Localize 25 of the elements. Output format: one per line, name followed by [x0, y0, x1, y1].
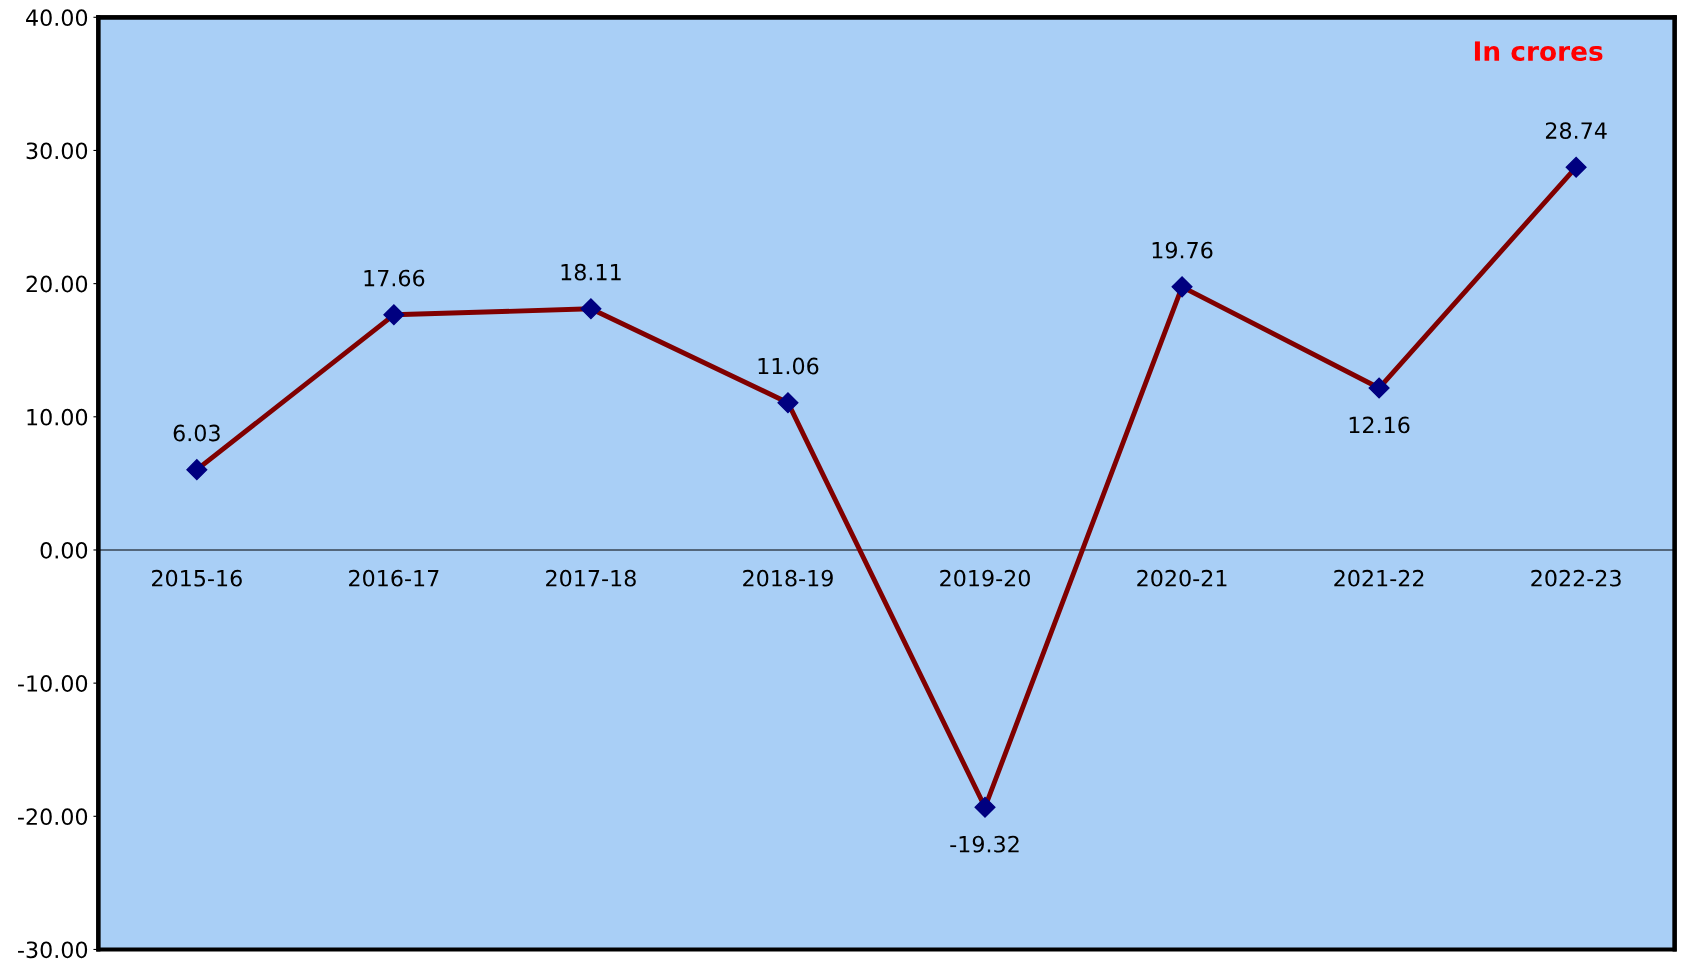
x-tick-label: 2022-23 [1531, 569, 1621, 587]
data-label: -19.32 [950, 835, 1019, 853]
data-label: 19.76 [1152, 241, 1213, 259]
y-tick-label: -30.00 [18, 941, 88, 959]
y-tick-label: 10.00 [27, 408, 88, 426]
y-tick-label: 30.00 [26, 142, 88, 160]
data-label: 28.74 [1545, 122, 1607, 139]
x-tick-label: 2015-16 [152, 569, 242, 587]
y-tick-label: 40.00 [26, 9, 88, 27]
y-tick-label: 0.00 [40, 541, 88, 559]
y-tick-label: 20.00 [26, 275, 88, 293]
x-tick-label: 2017-18 [546, 569, 636, 587]
data-label: 18.11 [561, 263, 621, 281]
annotation: In crores [1474, 41, 1603, 62]
data-label: 12.16 [1349, 416, 1410, 434]
y-tick-label: -10.00 [18, 675, 88, 692]
data-label: 17.66 [364, 269, 425, 287]
x-tick-label: 2019-20 [940, 569, 1030, 587]
x-tick-label: 2021-22 [1334, 569, 1424, 587]
data-label: 6.03 [173, 424, 220, 442]
x-tick-label: 2016-17 [349, 569, 439, 587]
x-tick-label: 2020-21 [1137, 569, 1227, 587]
data-label: 11.06 [758, 357, 819, 375]
x-tick-label: 2018-19 [743, 569, 833, 587]
y-tick-label: -20.00 [18, 808, 88, 826]
